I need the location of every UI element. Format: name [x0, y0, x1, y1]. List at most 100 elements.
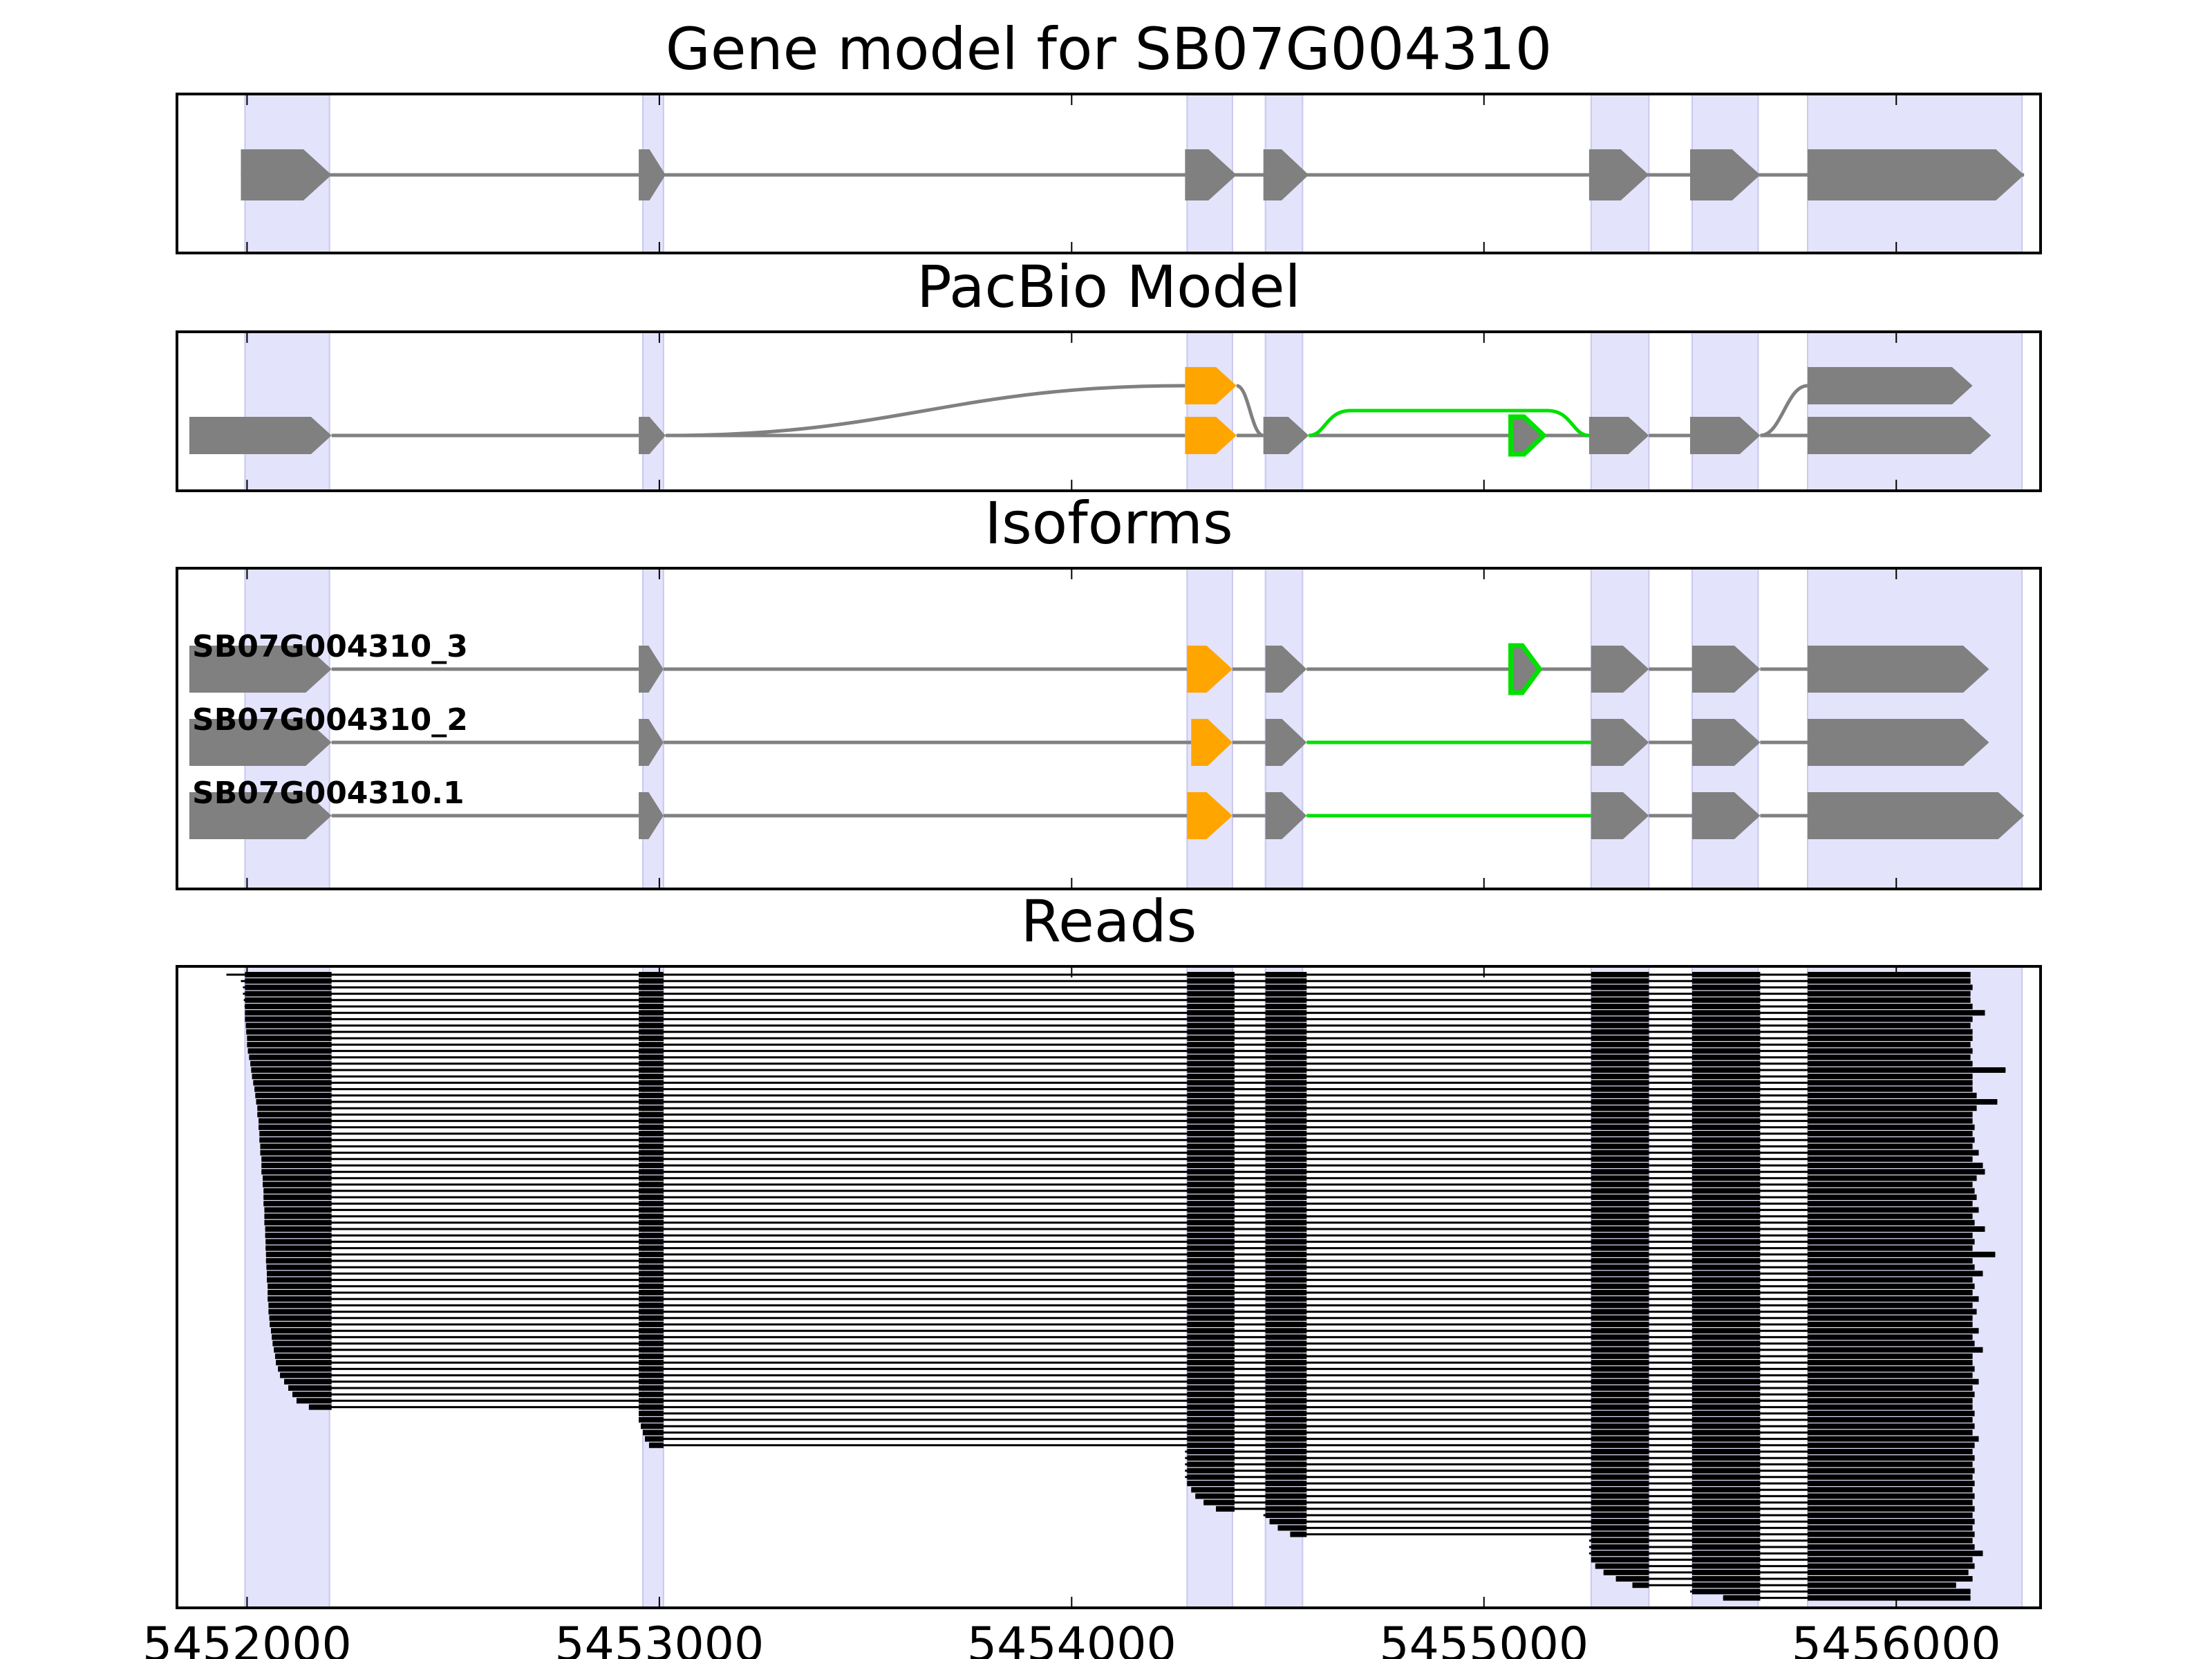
read-14-block-4	[1591, 1060, 1649, 1067]
read-27-block-0	[260, 1143, 332, 1150]
read-53-block-3	[1265, 1309, 1307, 1315]
read-56-block-5	[1691, 1328, 1761, 1334]
read-18-block-3	[1265, 1086, 1307, 1092]
read-2-block-0	[245, 984, 332, 991]
read-97	[1690, 1588, 1971, 1595]
read-51-block-1	[639, 1296, 664, 1302]
read-13-block-2	[1187, 1054, 1235, 1060]
read-3-block-2	[1187, 991, 1235, 997]
gene-exon-2	[1185, 149, 1237, 200]
read-38	[264, 1213, 1973, 1219]
read-12-block-2	[1187, 1048, 1235, 1054]
isoform-1-exon-1	[639, 719, 664, 766]
pacbio-exon-1	[639, 417, 666, 454]
read-15-block-2	[1187, 1067, 1235, 1073]
read-71-block-5	[1691, 1423, 1761, 1430]
read-54	[269, 1315, 1973, 1321]
read-4-block-2	[1187, 997, 1235, 1003]
read-27-block-1	[639, 1143, 664, 1150]
read-58	[272, 1340, 1975, 1347]
axes-frame-2	[176, 567, 2042, 890]
read-33	[263, 1181, 1973, 1188]
read-63-block-4	[1591, 1372, 1649, 1378]
read-42-block-5	[1691, 1239, 1761, 1245]
read-1-block-0	[245, 978, 332, 984]
read-72-block-4	[1591, 1430, 1649, 1436]
read-69-block-6	[1808, 1410, 1975, 1416]
read-42-block-3	[1265, 1239, 1307, 1245]
read-62-block-0	[278, 1366, 332, 1372]
read-9-block-0	[246, 1029, 332, 1035]
read-46-block-1	[639, 1264, 664, 1271]
read-40-block-1	[639, 1226, 664, 1232]
read-55-block-0	[270, 1322, 332, 1327]
read-16-block-0	[252, 1074, 332, 1080]
isoform-2-exon-2	[1187, 792, 1232, 839]
read-50-block-4	[1591, 1290, 1649, 1295]
read-17-block-5	[1691, 1080, 1761, 1086]
read-81-block-4	[1591, 1487, 1649, 1493]
read-24-block-0	[259, 1124, 332, 1130]
read-66-block-0	[292, 1391, 332, 1398]
read-0-block-6	[1808, 972, 1971, 977]
read-34-block-1	[639, 1188, 664, 1194]
read-73-block-5	[1691, 1436, 1761, 1442]
read-35-block-6	[1808, 1194, 1977, 1200]
read-68-block-6	[1808, 1404, 1973, 1410]
read-2-block-5	[1691, 984, 1761, 991]
read-39-block-4	[1591, 1219, 1649, 1226]
read-72-block-1	[643, 1430, 664, 1436]
read-51-block-2	[1187, 1296, 1235, 1302]
read-12-block-1	[639, 1048, 664, 1054]
read-34-block-3	[1265, 1188, 1307, 1194]
exon-band-1-5	[1691, 331, 1759, 491]
read-95-block-4	[1615, 1576, 1649, 1582]
read-2-block-1	[639, 984, 664, 991]
read-68-block-4	[1591, 1404, 1649, 1410]
read-13	[249, 1054, 1971, 1060]
read-51	[268, 1296, 1979, 1302]
read-70	[639, 1417, 1973, 1423]
read-69	[639, 1410, 1975, 1416]
read-66	[292, 1391, 1975, 1398]
read-72	[643, 1430, 1973, 1436]
read-22-block-4	[1591, 1112, 1649, 1118]
read-70-block-2	[1187, 1417, 1235, 1423]
read-52-block-1	[639, 1302, 664, 1309]
read-12-block-5	[1691, 1048, 1761, 1054]
read-45-block-3	[1265, 1258, 1307, 1264]
read-61-block-6	[1808, 1360, 1973, 1366]
read-2-block-6	[1808, 984, 1973, 991]
read-25-block-6	[1808, 1131, 1973, 1136]
read-61-block-1	[639, 1360, 664, 1366]
read-28-block-3	[1265, 1150, 1307, 1156]
read-31-block-1	[639, 1169, 664, 1175]
read-86	[1269, 1519, 1975, 1525]
read-26-block-0	[259, 1137, 332, 1143]
read-13-block-5	[1691, 1054, 1761, 1060]
read-80-block-6	[1808, 1481, 1975, 1486]
read-11-block-4	[1591, 1042, 1649, 1048]
x-tick-label-0: 5452000	[142, 1618, 352, 1659]
read-37	[264, 1207, 1979, 1213]
read-37-block-1	[639, 1207, 664, 1213]
read-72-block-6	[1808, 1430, 1973, 1436]
read-27-block-4	[1591, 1143, 1649, 1150]
read-68-block-2	[1187, 1404, 1235, 1410]
read-7-block-3	[1265, 1016, 1307, 1022]
read-18-block-0	[254, 1086, 332, 1092]
read-31-block-4	[1591, 1169, 1649, 1175]
read-28	[260, 1150, 1979, 1156]
read-3-block-3	[1265, 991, 1307, 997]
read-28-block-5	[1691, 1150, 1761, 1156]
read-51-block-0	[268, 1296, 332, 1302]
read-32-block-3	[1265, 1175, 1307, 1181]
read-32-block-4	[1591, 1175, 1649, 1181]
read-36-block-0	[263, 1201, 332, 1207]
read-63-block-2	[1187, 1372, 1235, 1378]
read-43-block-5	[1691, 1245, 1761, 1251]
read-83	[1203, 1499, 1973, 1506]
read-32-block-5	[1691, 1175, 1761, 1181]
read-37-block-2	[1187, 1207, 1235, 1213]
read-8-block-0	[245, 1022, 332, 1029]
